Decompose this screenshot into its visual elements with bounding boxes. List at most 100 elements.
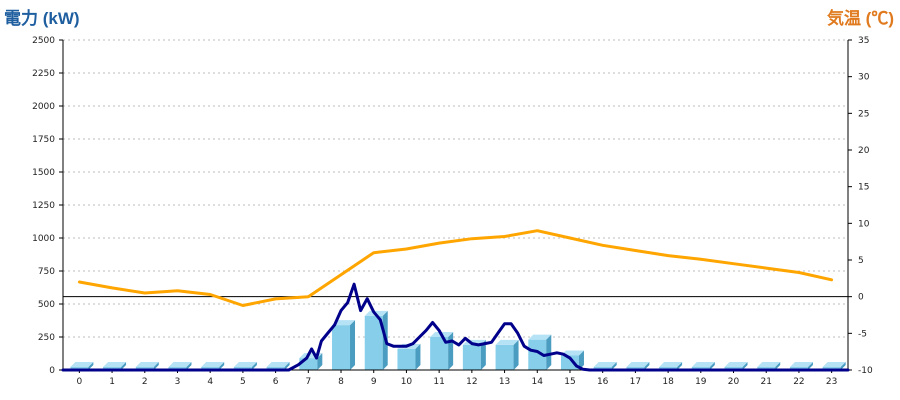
right-tick-label: 10 — [858, 219, 870, 229]
bar-side — [578, 350, 584, 370]
series-lines — [61, 229, 850, 372]
bar-side — [219, 362, 225, 370]
x-tick-label: 8 — [338, 377, 344, 387]
bar-side — [513, 339, 519, 370]
bar-top — [724, 362, 748, 367]
right-tick-label: 5 — [858, 256, 864, 266]
left-tick-label: 1750 — [32, 135, 55, 145]
bar-top — [103, 362, 127, 367]
bar — [397, 343, 421, 370]
x-tick-label: 18 — [662, 377, 674, 387]
x-tick-label: 3 — [175, 377, 181, 387]
bar — [332, 320, 356, 370]
x-tick-label: 10 — [401, 377, 413, 387]
bar-side — [415, 343, 421, 370]
bar-side — [350, 320, 356, 370]
tick-labels: 02505007501000125015001750200022502500-1… — [32, 36, 873, 387]
bar — [364, 310, 388, 370]
left-tick-label: 0 — [49, 366, 55, 376]
bar-side — [317, 353, 323, 370]
x-tick-label: 21 — [761, 377, 772, 387]
x-tick-label: 16 — [597, 377, 609, 387]
bar-side — [153, 362, 159, 370]
bar-front — [430, 337, 449, 370]
bar-top — [822, 362, 846, 367]
bar-side — [88, 362, 94, 370]
temperature-line — [77, 229, 834, 307]
left-tick-label: 500 — [38, 300, 55, 310]
bar-side — [840, 362, 846, 370]
x-tick-label: 14 — [532, 377, 544, 387]
bar-side — [742, 362, 748, 370]
bar-front — [462, 344, 481, 370]
x-tick-label: 15 — [564, 377, 575, 387]
bar-top — [168, 362, 192, 367]
bar-side — [186, 362, 192, 370]
right-tick-label: -10 — [858, 366, 873, 376]
bar-side — [611, 362, 617, 370]
bar-side — [775, 362, 781, 370]
bar — [528, 334, 552, 370]
bar-side — [121, 362, 127, 370]
left-tick-label: 1000 — [32, 234, 55, 244]
right-tick-label: 20 — [858, 146, 870, 156]
bar — [560, 350, 584, 370]
bar-front — [332, 325, 351, 370]
bar-side — [644, 362, 650, 370]
bar-side — [480, 339, 486, 370]
bar-top — [560, 350, 584, 356]
bar-top — [233, 362, 257, 367]
left-tick-label: 2250 — [32, 69, 55, 79]
bar-side — [251, 362, 257, 370]
bar-side — [807, 362, 813, 370]
right-tick-label: 35 — [858, 36, 869, 46]
bar-top — [528, 334, 552, 340]
bar-top — [626, 362, 650, 367]
bar-top — [691, 362, 715, 367]
x-tick-label: 2 — [142, 377, 148, 387]
bar-top — [266, 362, 290, 367]
bar — [462, 339, 486, 370]
bar-front — [364, 315, 383, 370]
bar-front — [560, 355, 579, 370]
axes — [59, 39, 852, 373]
bar-side — [284, 362, 290, 370]
x-tick-label: 7 — [305, 377, 311, 387]
bar-top — [495, 339, 519, 345]
right-tick-label: 30 — [858, 73, 870, 83]
left-tick-label: 1250 — [32, 201, 55, 211]
bar-top — [593, 362, 617, 367]
bar-side — [709, 362, 715, 370]
left-tick-label: 2000 — [32, 102, 55, 112]
x-tick-label: 23 — [826, 377, 837, 387]
x-tick-label: 20 — [728, 377, 740, 387]
bar-side — [677, 362, 683, 370]
right-axis-title: 気温 (℃) — [826, 9, 894, 28]
bar-side — [448, 332, 454, 370]
bar-top — [757, 362, 781, 367]
bar-front — [299, 358, 318, 370]
bar — [495, 339, 519, 370]
x-tick-label: 19 — [695, 377, 707, 387]
bars — [70, 310, 846, 370]
x-tick-label: 9 — [371, 377, 377, 387]
x-tick-label: 4 — [207, 377, 213, 387]
right-tick-label: -5 — [858, 329, 867, 339]
right-tick-label: 25 — [858, 109, 869, 119]
x-tick-label: 5 — [240, 377, 246, 387]
x-tick-label: 12 — [466, 377, 477, 387]
bar-top — [659, 362, 683, 367]
left-tick-label: 1500 — [32, 168, 55, 178]
bar-front — [495, 344, 514, 370]
bar-top — [135, 362, 159, 367]
x-tick-label: 22 — [793, 377, 804, 387]
x-tick-label: 1 — [109, 377, 115, 387]
x-tick-label: 13 — [499, 377, 510, 387]
bar-top — [201, 362, 225, 367]
bar-side — [546, 334, 552, 370]
bar-front — [397, 348, 416, 370]
bar-top — [789, 362, 813, 367]
left-tick-label: 750 — [38, 267, 55, 277]
right-tick-label: 0 — [858, 293, 864, 303]
gridlines — [63, 39, 848, 338]
